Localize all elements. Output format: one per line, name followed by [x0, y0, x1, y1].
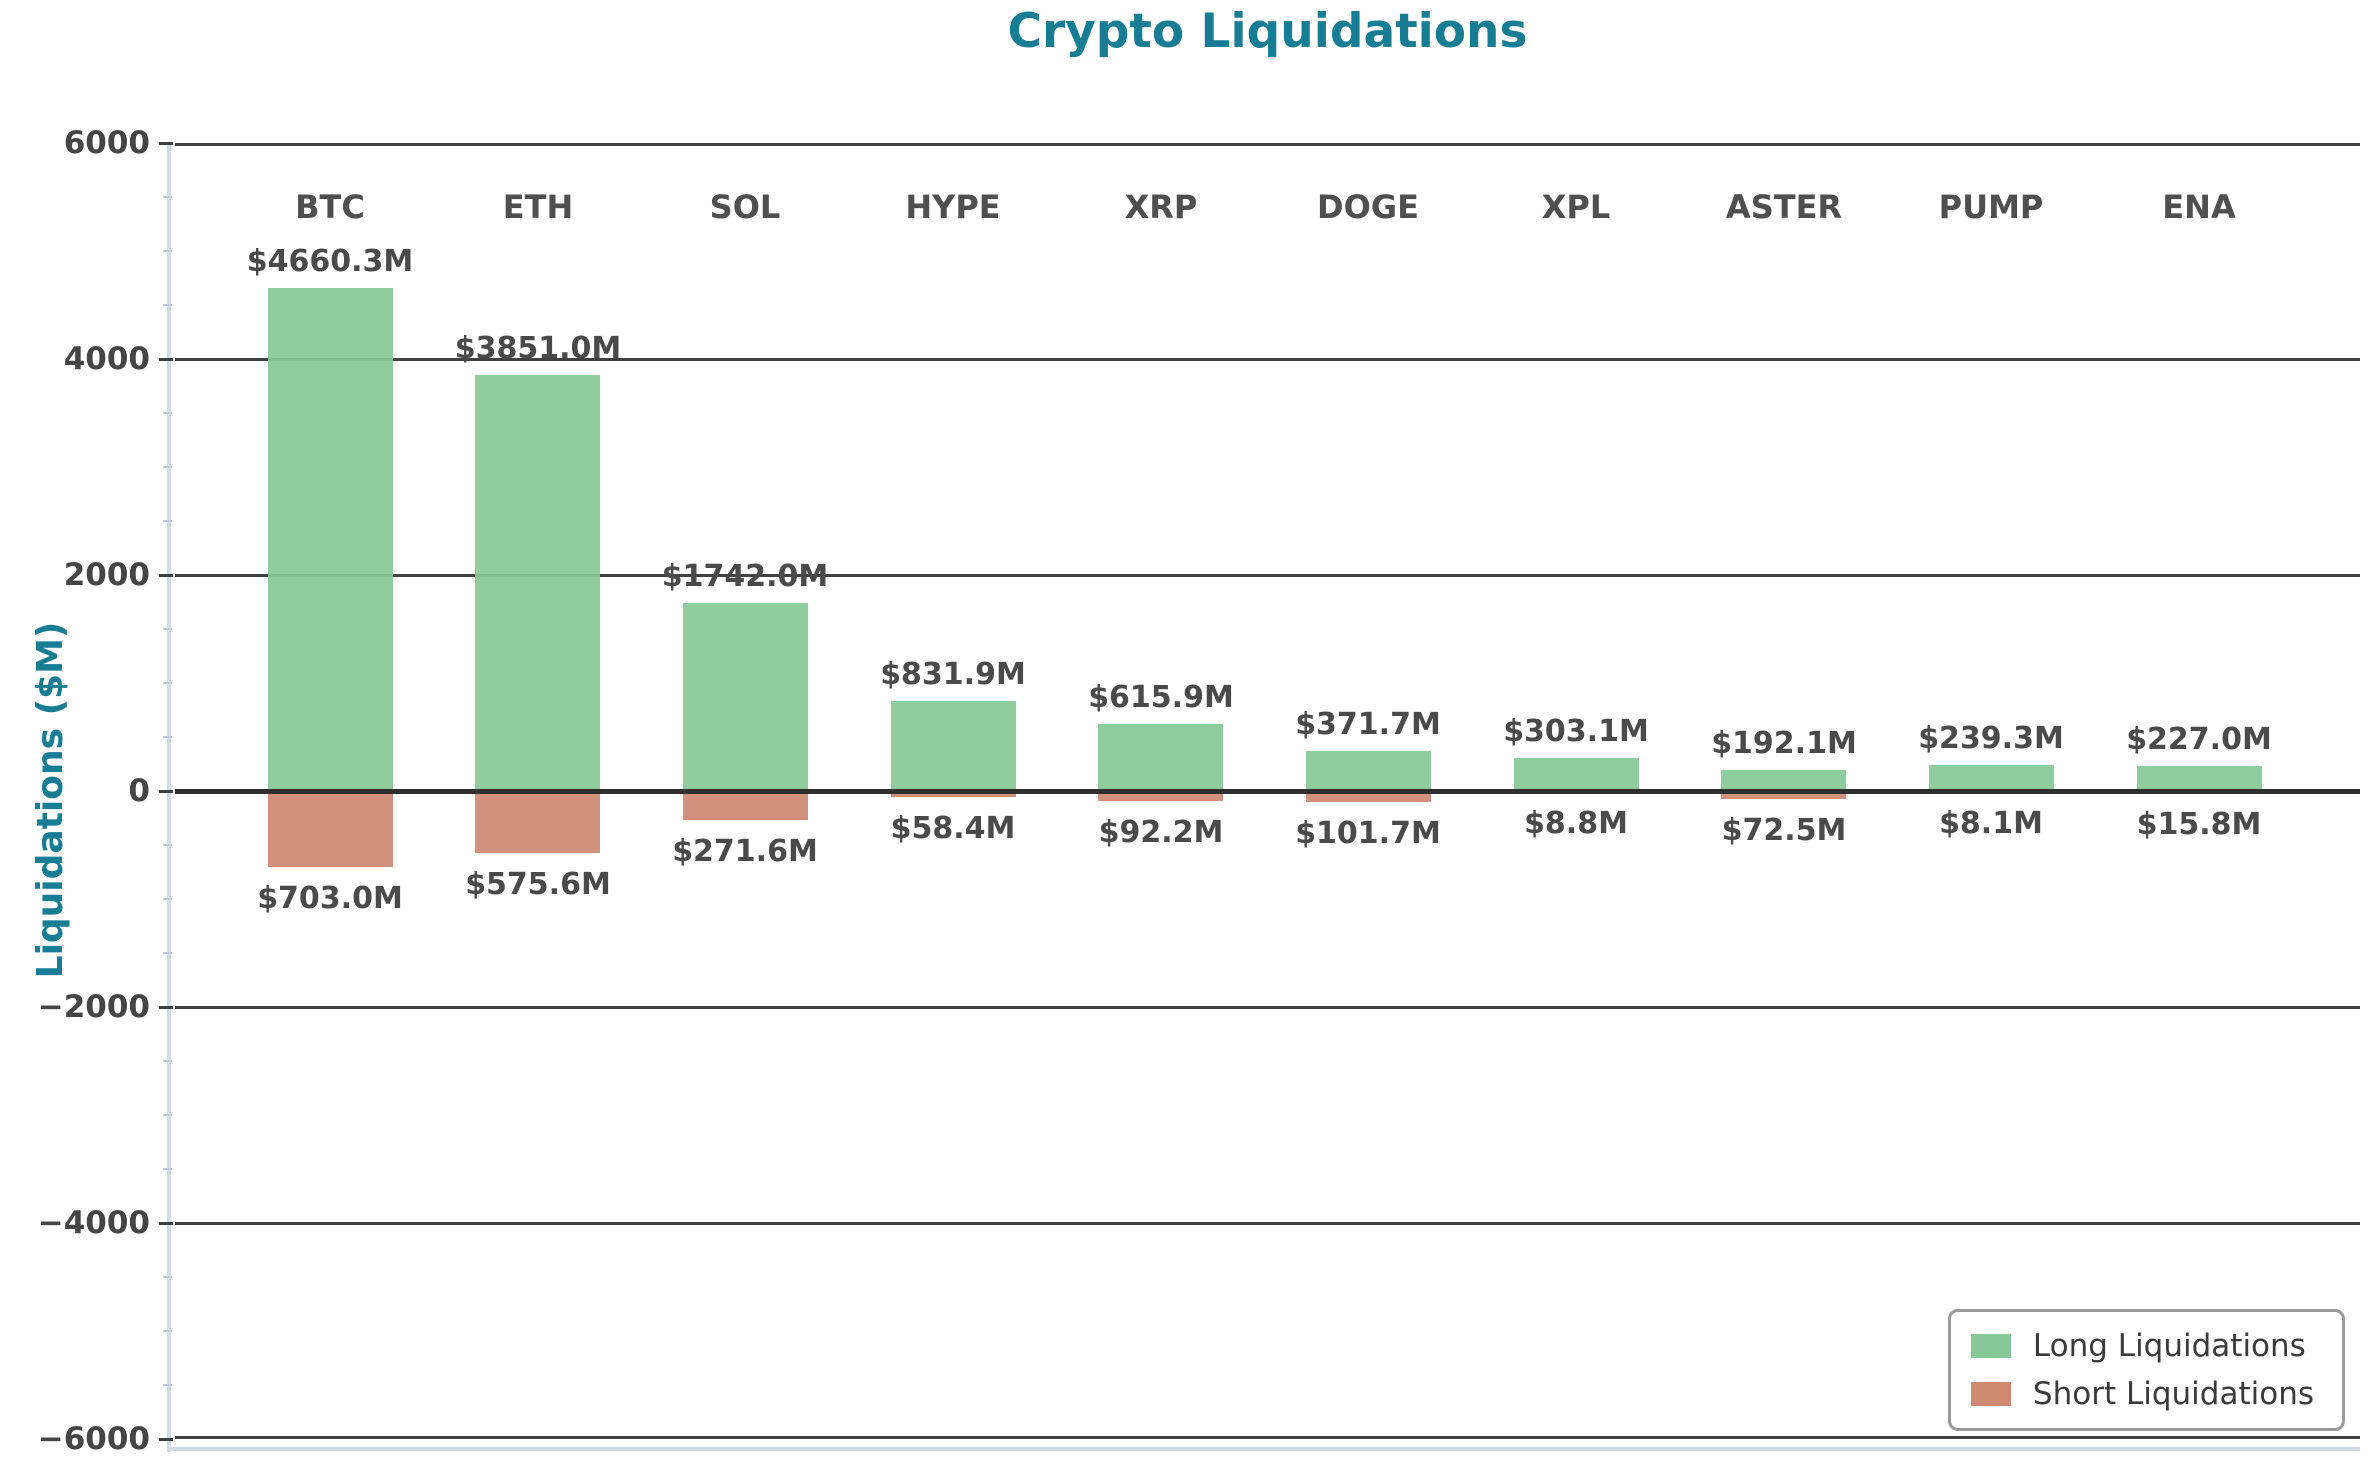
category-label-PUMP: PUMP	[1938, 188, 2044, 226]
category-label-ENA: ENA	[2162, 188, 2236, 226]
y-major-tick-0	[159, 790, 173, 793]
y-minor-tick-3000	[163, 466, 172, 468]
y-minor-tick-5000	[163, 250, 172, 252]
bar-long-XPL	[1514, 758, 1639, 791]
plot-area: Long Liquidations Short Liquidations BTC…	[175, 143, 2360, 1439]
bar-long-SOL	[683, 603, 808, 791]
gridline--2000	[175, 1006, 2360, 1009]
bar-label-long-XPL: $303.1M	[1503, 714, 1649, 749]
legend-entry-long: Long Liquidations	[1970, 1328, 2314, 1364]
y-minor-tick--1000	[163, 898, 172, 900]
gridline-2000	[175, 574, 2360, 577]
y-minor-tick--5000	[163, 1330, 172, 1332]
legend-swatch-short-icon	[1970, 1382, 2011, 1406]
y-major-tick--6000	[159, 1438, 173, 1441]
bar-short-ETH	[475, 791, 600, 853]
category-label-ETH: ETH	[502, 188, 574, 226]
bar-label-short-XRP: $92.2M	[1098, 815, 1224, 850]
bar-short-DOGE	[1306, 791, 1431, 802]
bar-short-XRP	[1098, 791, 1223, 801]
y-minor-tick--1500	[163, 952, 172, 954]
bar-short-SOL	[683, 791, 808, 820]
y-tick-label-6000: 6000	[63, 125, 150, 161]
y-major-tick--2000	[159, 1006, 173, 1009]
x-axis-spine	[167, 1447, 2360, 1451]
y-minor-tick--3500	[163, 1168, 172, 1170]
bar-long-DOGE	[1306, 751, 1431, 791]
bar-long-HYPE	[891, 701, 1016, 791]
legend-label-short: Short Liquidations	[2032, 1376, 2314, 1412]
bar-long-ASTER	[1721, 770, 1846, 791]
bar-label-short-ENA: $15.8M	[2136, 807, 2262, 842]
bar-label-long-DOGE: $371.7M	[1295, 707, 1441, 742]
y-tick-label-4000: 4000	[63, 341, 150, 377]
bar-label-short-ETH: $575.6M	[465, 867, 611, 902]
y-tick-label--2000: −2000	[37, 989, 150, 1025]
bar-label-short-PUMP: $8.1M	[1939, 806, 2043, 841]
y-minor-tick-5500	[163, 196, 172, 198]
y-minor-tick--2500	[163, 1060, 172, 1062]
y-major-tick-2000	[159, 574, 173, 577]
y-axis-spine	[167, 143, 171, 1452]
y-minor-tick-4500	[163, 304, 172, 306]
y-tick-label-2000: 2000	[63, 557, 150, 593]
bar-long-ENA	[2137, 766, 2262, 791]
y-minor-tick--4500	[163, 1276, 172, 1278]
bar-label-long-HYPE: $831.9M	[880, 657, 1026, 692]
y-major-tick--4000	[159, 1222, 173, 1225]
y-tick-label--6000: −6000	[37, 1421, 150, 1457]
category-label-BTC: BTC	[295, 188, 365, 226]
y-minor-tick-2500	[163, 520, 172, 522]
bar-label-short-DOGE: $101.7M	[1295, 816, 1441, 851]
bar-label-short-XPL: $8.8M	[1524, 806, 1628, 841]
bar-label-long-SOL: $1742.0M	[661, 559, 829, 594]
y-tick-label-0: 0	[128, 773, 150, 809]
legend: Long Liquidations Short Liquidations	[1947, 1309, 2345, 1431]
bar-short-ASTER	[1721, 791, 1846, 799]
y-minor-tick-1000	[163, 682, 172, 684]
y-minor-tick-1500	[163, 628, 172, 630]
gridline-4000	[175, 358, 2360, 361]
y-minor-tick-3500	[163, 412, 172, 414]
y-tick-label--4000: −4000	[37, 1205, 150, 1241]
bar-long-ETH	[475, 375, 600, 791]
category-label-XRP: XRP	[1124, 188, 1198, 226]
zero-line	[175, 789, 2360, 794]
y-major-tick-4000	[159, 358, 173, 361]
gridline--4000	[175, 1222, 2360, 1225]
y-minor-tick--5500	[163, 1384, 172, 1386]
bar-long-PUMP	[1929, 765, 2054, 791]
bar-label-long-ENA: $227.0M	[2126, 722, 2272, 757]
y-minor-tick--3000	[163, 1114, 172, 1116]
gridline--6000	[175, 1436, 2360, 1439]
y-minor-tick-500	[163, 736, 172, 738]
bar-label-short-HYPE: $58.4M	[890, 811, 1016, 846]
legend-swatch-long-icon	[1970, 1334, 2011, 1358]
category-label-XPL: XPL	[1541, 188, 1611, 226]
bar-short-BTC	[268, 791, 393, 867]
legend-entry-short: Short Liquidations	[1970, 1376, 2314, 1412]
bar-label-long-ASTER: $192.1M	[1711, 726, 1857, 761]
chart-title: Crypto Liquidations	[1007, 4, 1528, 59]
gridline-6000	[175, 143, 2360, 146]
category-label-SOL: SOL	[709, 188, 781, 226]
bar-label-short-ASTER: $72.5M	[1721, 813, 1847, 848]
y-major-tick-6000	[159, 142, 173, 145]
category-label-HYPE: HYPE	[905, 188, 1001, 226]
bar-short-HYPE	[891, 791, 1016, 797]
bar-label-short-SOL: $271.6M	[672, 834, 818, 869]
y-minor-tick--500	[163, 844, 172, 846]
bar-label-long-XRP: $615.9M	[1088, 680, 1234, 715]
bar-long-BTC	[268, 288, 393, 791]
bar-label-short-BTC: $703.0M	[257, 881, 403, 916]
category-label-DOGE: DOGE	[1317, 188, 1419, 226]
legend-label-long: Long Liquidations	[2032, 1328, 2306, 1364]
bar-long-XRP	[1098, 724, 1223, 791]
bar-label-long-ETH: $3851.0M	[454, 331, 622, 366]
bar-label-long-PUMP: $239.3M	[1918, 721, 2064, 756]
bar-label-long-BTC: $4660.3M	[246, 244, 414, 279]
category-label-ASTER: ASTER	[1725, 188, 1843, 226]
